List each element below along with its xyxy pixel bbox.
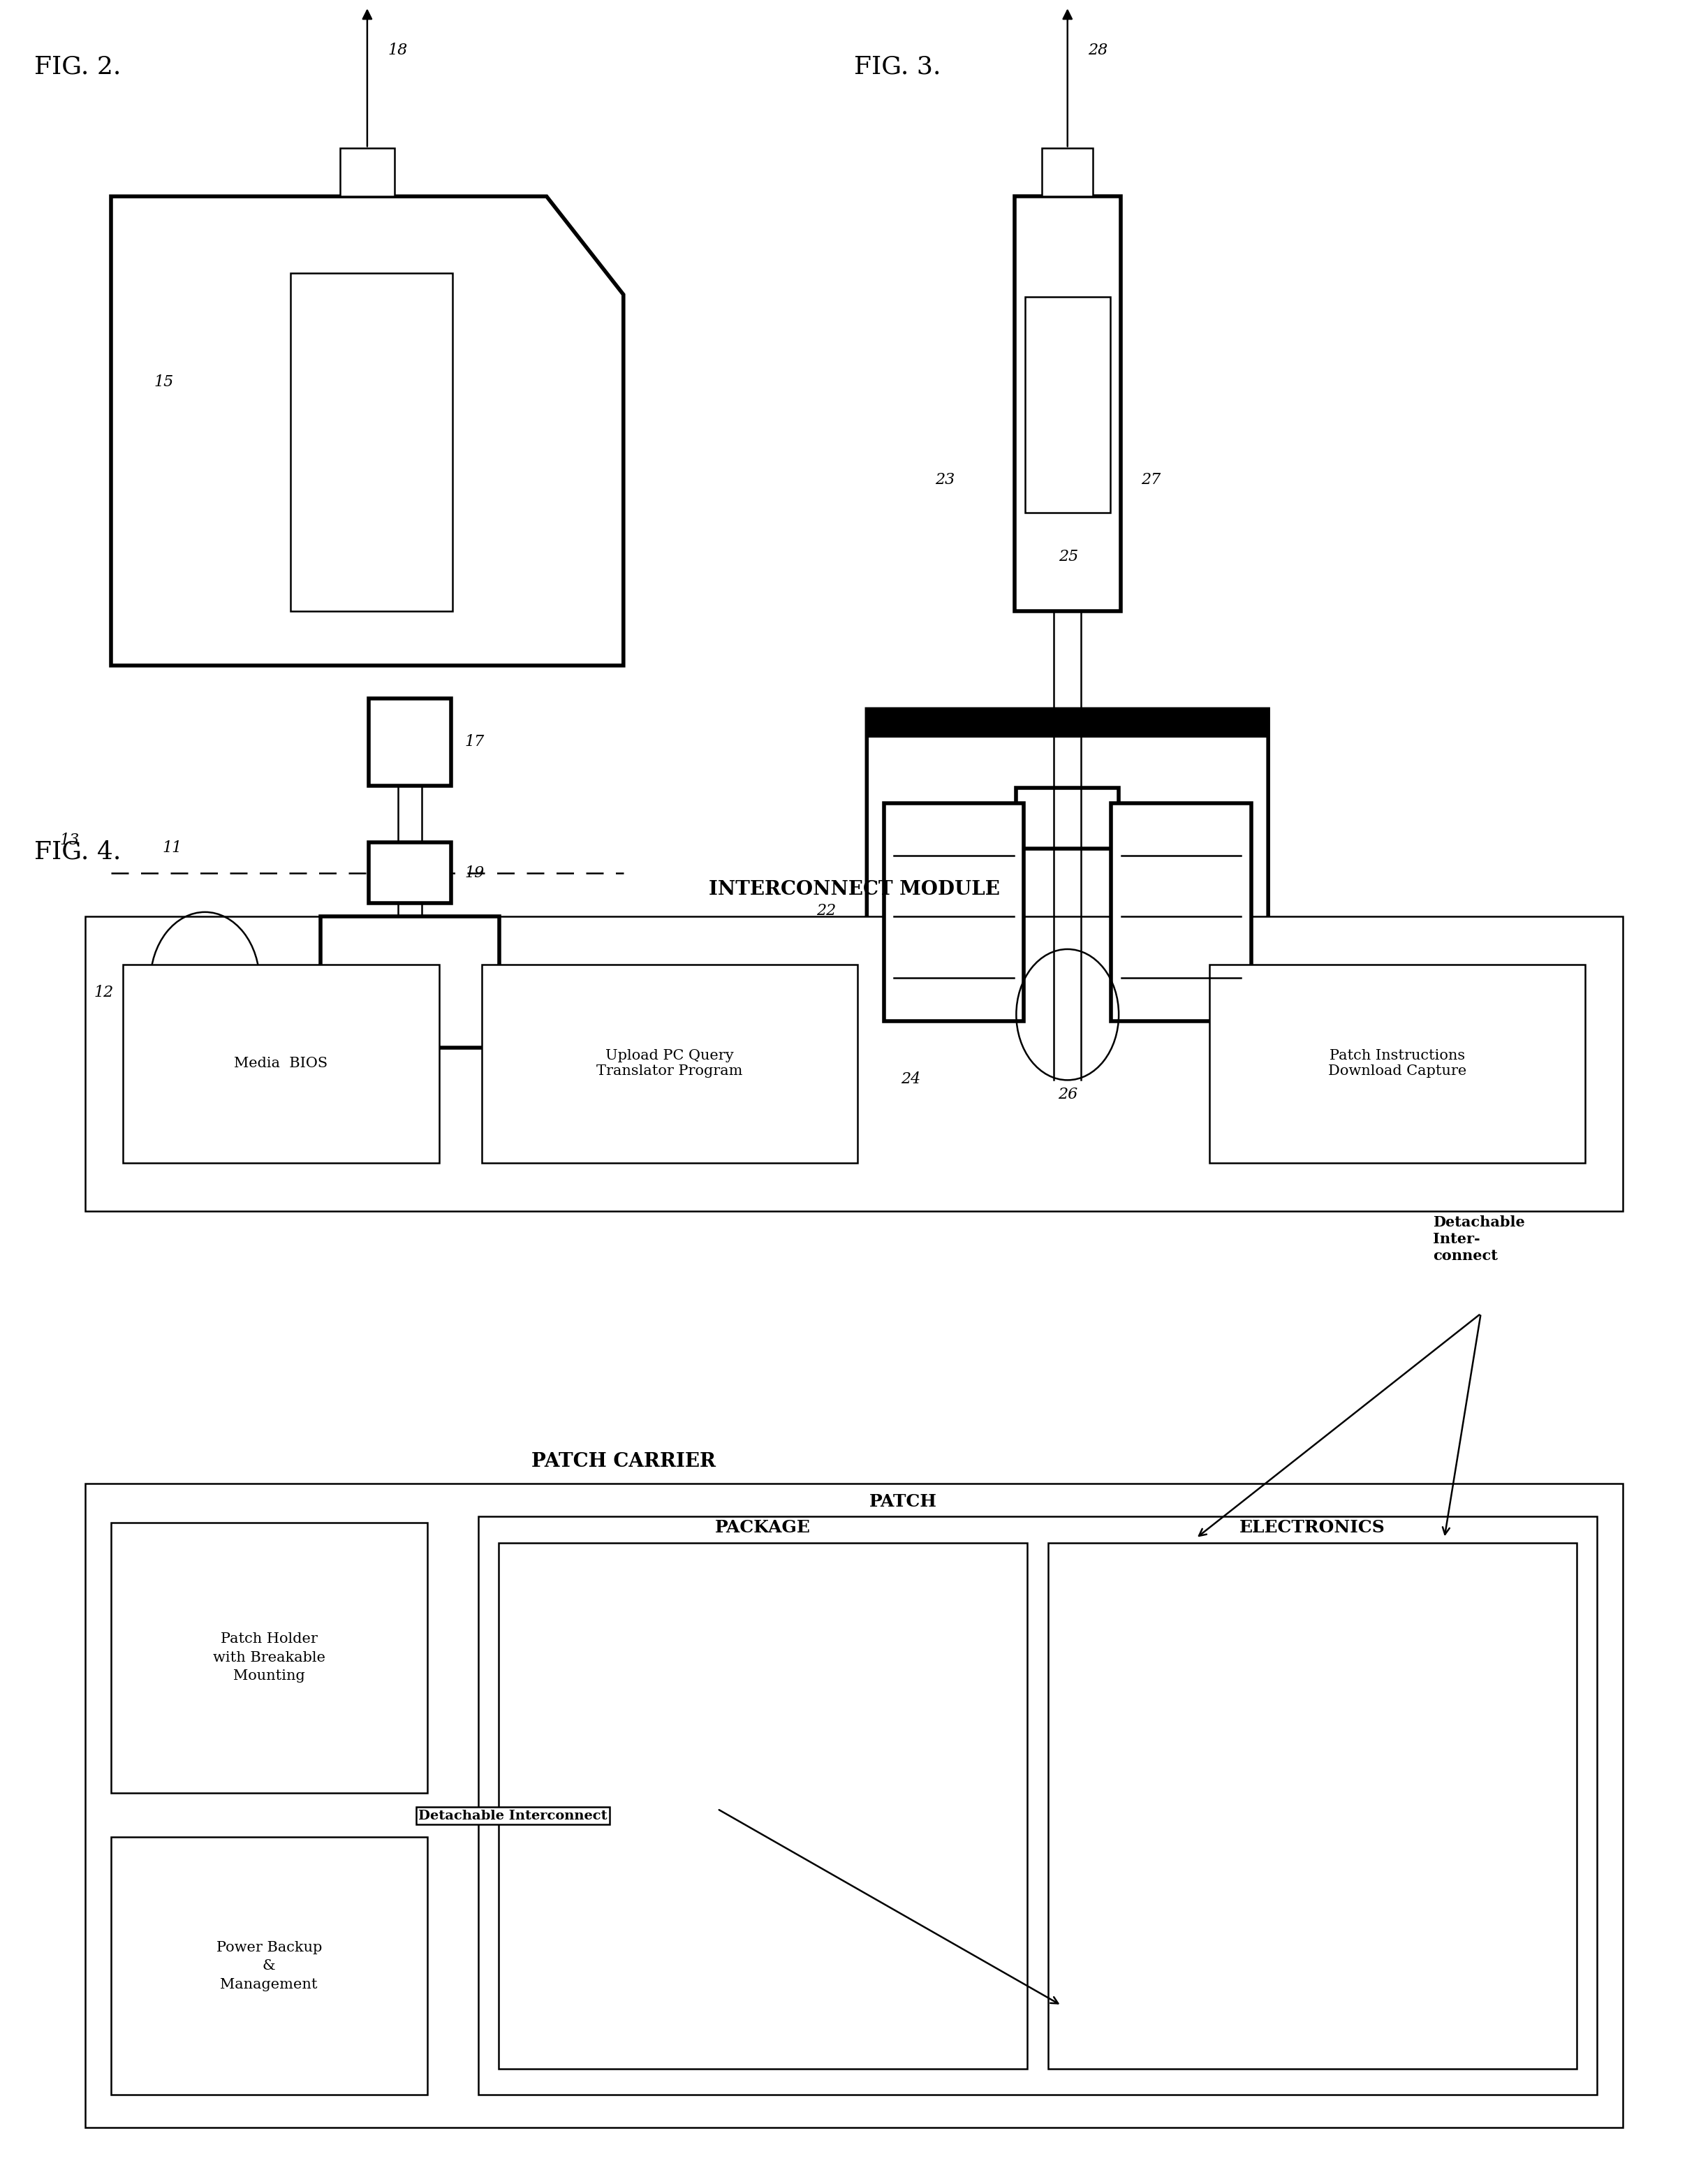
Bar: [1209, 964, 1585, 1163]
Text: 23: 23: [934, 471, 955, 489]
Text: FIG. 3.: FIG. 3.: [854, 55, 941, 79]
Text: 24: 24: [1214, 1071, 1233, 1087]
Text: Detachable
Inter-
connect: Detachable Inter- connect: [1433, 1215, 1525, 1263]
Text: Upload PC Query
Translator Program: Upload PC Query Translator Program: [596, 1050, 743, 1078]
Text: 18: 18: [388, 41, 408, 59]
Text: FIG. 4.: FIG. 4.: [34, 840, 121, 864]
Text: PACKAGE: PACKAGE: [716, 1519, 811, 1536]
Text: FIG. 2.: FIG. 2.: [34, 55, 121, 79]
Text: 19: 19: [465, 864, 485, 882]
Text: Media  BIOS: Media BIOS: [234, 1056, 328, 1071]
Bar: [478, 1516, 1597, 2095]
Bar: [290, 273, 453, 611]
Text: 22: 22: [816, 903, 837, 919]
Text: 13: 13: [60, 831, 80, 849]
Bar: [1025, 297, 1110, 513]
Text: 14: 14: [509, 1017, 528, 1034]
Text: ELECTRONICS: ELECTRONICS: [1240, 1519, 1385, 1536]
Bar: [340, 148, 395, 196]
Text: PATCH CARRIER: PATCH CARRIER: [531, 1451, 716, 1471]
Bar: [321, 916, 499, 1047]
Text: 24: 24: [902, 1071, 921, 1087]
Polygon shape: [868, 709, 1269, 1113]
Text: Detachable Interconnect: Detachable Interconnect: [418, 1809, 608, 1822]
Text: 21: 21: [1132, 810, 1153, 827]
Bar: [1042, 148, 1093, 196]
Bar: [85, 916, 1623, 1211]
Bar: [1047, 1543, 1576, 2069]
Polygon shape: [111, 196, 623, 666]
Text: 16: 16: [208, 1065, 229, 1080]
Bar: [111, 1523, 427, 1794]
Bar: [1015, 196, 1120, 611]
Text: 29: 29: [953, 810, 974, 827]
Bar: [885, 803, 1025, 1021]
Text: INTERCONNECT MODULE: INTERCONNECT MODULE: [709, 879, 999, 899]
Text: Patch Holder
with Breakable
Mounting: Patch Holder with Breakable Mounting: [214, 1632, 325, 1682]
Text: 26: 26: [1057, 1087, 1078, 1102]
Text: 12: 12: [94, 984, 114, 1002]
Bar: [482, 964, 857, 1163]
Text: 25: 25: [1059, 548, 1079, 565]
Text: PATCH: PATCH: [869, 1492, 938, 1510]
Bar: [1016, 788, 1119, 849]
Text: Initiation Switch
Timing/Clock
ROM/RAM/CPU
Dispensing Program
Sensors
Battery: Initiation Switch Timing/Clock ROM/RAM/C…: [1079, 1748, 1230, 1863]
Text: 28: 28: [1088, 41, 1108, 59]
Text: 27: 27: [1141, 471, 1161, 489]
Bar: [499, 1543, 1027, 2069]
Bar: [123, 964, 439, 1163]
Text: 17: 17: [465, 733, 485, 751]
Bar: [369, 842, 451, 903]
Bar: [369, 698, 451, 786]
Bar: [85, 1484, 1623, 2127]
Text: 15: 15: [154, 373, 174, 391]
Text: Power Backup
&
Management: Power Backup & Management: [217, 1940, 321, 1992]
Text: Patch Instructions
Download Capture: Patch Instructions Download Capture: [1327, 1050, 1467, 1078]
Text: Reservoirs
Fluids
Seals
Dispensing
Actuators: Reservoirs Fluids Seals Dispensing Actua…: [722, 1759, 804, 1853]
Text: 11: 11: [162, 840, 183, 855]
Bar: [868, 709, 1269, 738]
Bar: [111, 1837, 427, 2095]
Bar: [1112, 803, 1250, 1021]
